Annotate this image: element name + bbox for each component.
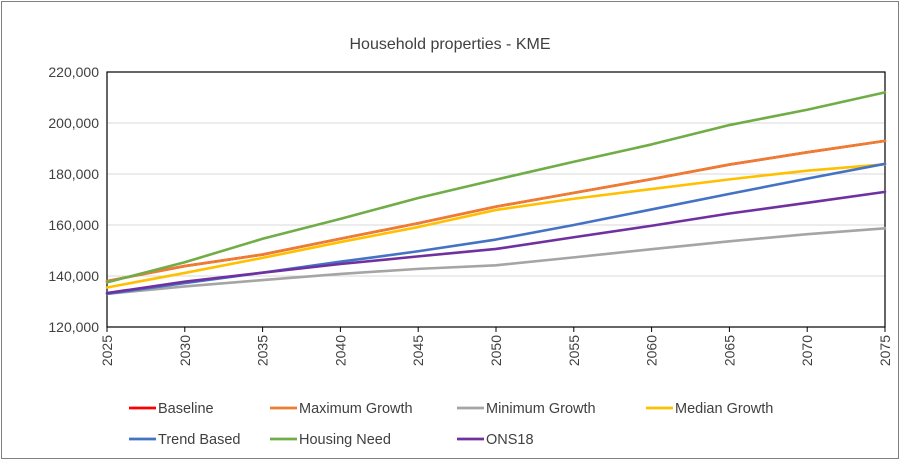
x-tick-label: 2050 bbox=[488, 335, 504, 366]
legend-item: Maximum Growth bbox=[270, 401, 413, 417]
legend-item: ONS18 bbox=[457, 432, 534, 448]
series-line-minimum-growth bbox=[105, 227, 887, 296]
x-tick-label: 2055 bbox=[566, 335, 582, 366]
series-line-trend-based bbox=[105, 162, 887, 296]
series-lines bbox=[105, 91, 887, 296]
legend-label: Maximum Growth bbox=[299, 401, 413, 417]
x-tick-label: 2075 bbox=[877, 335, 893, 366]
y-tick-label: 180,000 bbox=[48, 166, 99, 182]
legend-label: Housing Need bbox=[299, 432, 391, 448]
x-tick-label: 2025 bbox=[99, 335, 115, 366]
y-tick-label: 220,000 bbox=[48, 64, 99, 80]
series-line-housing-need bbox=[105, 91, 887, 284]
x-tick-label: 2035 bbox=[255, 335, 271, 366]
legend-label: Median Growth bbox=[675, 401, 773, 417]
y-tick-label: 200,000 bbox=[48, 115, 99, 131]
y-tick-label: 160,000 bbox=[48, 217, 99, 233]
legend-item: Housing Need bbox=[270, 432, 391, 448]
legend-item: Baseline bbox=[129, 401, 214, 417]
legend: Baseline Maximum Growth Minimum Growth Medi… bbox=[129, 401, 773, 448]
series-line-ons18 bbox=[105, 190, 887, 295]
x-tick-label: 2060 bbox=[644, 335, 660, 366]
axes: 120,000 140,000 160,000 180,000 200,000 220,0… bbox=[48, 64, 893, 366]
x-tick-label: 2030 bbox=[177, 335, 193, 366]
y-tick-label: 140,000 bbox=[48, 268, 99, 284]
plot-area-border bbox=[106, 71, 886, 328]
x-tick-label: 2040 bbox=[332, 335, 348, 366]
legend-item: Median Growth bbox=[646, 401, 773, 417]
legend-label: Baseline bbox=[158, 401, 214, 417]
x-tick-label: 2065 bbox=[721, 335, 737, 366]
grid-lines bbox=[107, 71, 885, 328]
legend-label: ONS18 bbox=[486, 432, 534, 448]
x-tick-label: 2045 bbox=[410, 335, 426, 366]
legend-label: Trend Based bbox=[158, 432, 240, 448]
legend-item: Trend Based bbox=[129, 432, 240, 448]
chart-title: Household properties - KME bbox=[350, 36, 551, 53]
x-tick-label: 2070 bbox=[799, 335, 815, 366]
y-tick-label: 120,000 bbox=[48, 319, 99, 335]
legend-item: Minimum Growth bbox=[457, 401, 596, 417]
series-line-median-growth bbox=[105, 163, 887, 289]
series-line-maximum-growth bbox=[105, 139, 887, 283]
legend-label: Minimum Growth bbox=[486, 401, 596, 417]
